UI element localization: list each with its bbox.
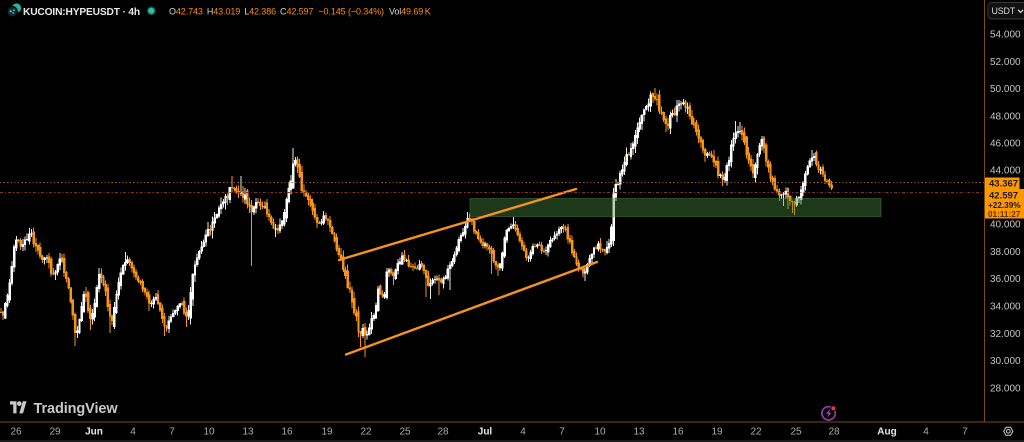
- svg-text:7: 7: [169, 427, 175, 438]
- svg-text:25: 25: [399, 427, 411, 438]
- svg-text:KUCOIN:HYPEUSDT · 4h: KUCOIN:HYPEUSDT · 4h: [23, 7, 140, 18]
- svg-text:48.000: 48.000: [990, 111, 1021, 122]
- svg-text:Aug: Aug: [877, 427, 896, 438]
- svg-text:16: 16: [672, 427, 684, 438]
- svg-text:4: 4: [520, 427, 526, 438]
- svg-text:43.367: 43.367: [989, 179, 1018, 190]
- svg-text:TradingView: TradingView: [34, 401, 119, 417]
- svg-text:25: 25: [790, 427, 802, 438]
- svg-text:46.000: 46.000: [990, 139, 1021, 150]
- svg-text:38.000: 38.000: [990, 247, 1021, 258]
- svg-text:44.000: 44.000: [990, 166, 1021, 177]
- svg-text:Jun: Jun: [85, 427, 103, 438]
- svg-text:7: 7: [962, 427, 968, 438]
- svg-text:40.000: 40.000: [990, 220, 1021, 231]
- svg-text:54.000: 54.000: [990, 30, 1021, 41]
- svg-text:13: 13: [242, 427, 254, 438]
- svg-text:+22.39%: +22.39%: [988, 201, 1021, 210]
- svg-text:22: 22: [360, 427, 372, 438]
- svg-text:36.000: 36.000: [990, 274, 1021, 285]
- svg-text:10: 10: [203, 427, 215, 438]
- svg-text:42.597: 42.597: [989, 191, 1018, 202]
- svg-text:Jul: Jul: [478, 427, 493, 438]
- svg-text:4: 4: [923, 427, 929, 438]
- svg-text:10: 10: [594, 427, 606, 438]
- svg-text:28: 28: [828, 427, 840, 438]
- svg-text:26: 26: [10, 427, 22, 438]
- svg-text:29: 29: [49, 427, 61, 438]
- svg-text:19: 19: [711, 427, 723, 438]
- svg-text:30.000: 30.000: [990, 356, 1021, 367]
- svg-text:16: 16: [281, 427, 293, 438]
- svg-text:52.000: 52.000: [990, 57, 1021, 68]
- svg-text:34.000: 34.000: [990, 302, 1021, 313]
- svg-text:50.000: 50.000: [990, 84, 1021, 95]
- svg-text:19: 19: [321, 427, 333, 438]
- svg-text:22: 22: [750, 427, 762, 438]
- svg-text:32.000: 32.000: [990, 329, 1021, 340]
- svg-text:28: 28: [437, 427, 449, 438]
- svg-text:4: 4: [130, 427, 136, 438]
- svg-text:USDT: USDT: [992, 6, 1016, 16]
- svg-text:01:11:27: 01:11:27: [988, 210, 1021, 219]
- svg-text:13: 13: [633, 427, 645, 438]
- svg-text:7: 7: [559, 427, 565, 438]
- svg-text:28.000: 28.000: [990, 384, 1021, 395]
